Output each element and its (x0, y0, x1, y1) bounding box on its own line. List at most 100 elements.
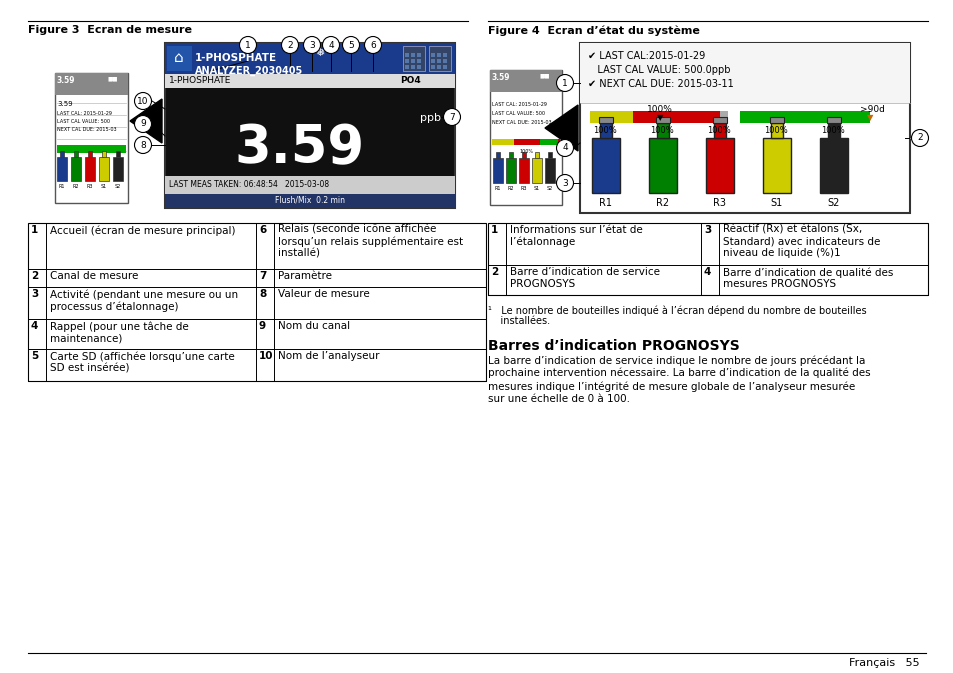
Text: NEXT CAL DUE: 2015-03: NEXT CAL DUE: 2015-03 (492, 120, 551, 125)
Text: 100%: 100% (821, 126, 844, 135)
Text: 1-PHOSPHATE: 1-PHOSPHATE (169, 76, 232, 85)
Text: Canal de mesure: Canal de mesure (50, 271, 138, 281)
Text: LAST CAL: 2015-01-29: LAST CAL: 2015-01-29 (57, 111, 112, 116)
Text: prochaine intervention nécessaire. La barre d’indication de la qualité des: prochaine intervention nécessaire. La ba… (488, 368, 870, 378)
Text: R1: R1 (495, 186, 500, 191)
Bar (416, 65, 420, 69)
Text: R1: R1 (59, 184, 65, 189)
Text: S1: S1 (534, 186, 539, 191)
Text: S1: S1 (770, 198, 782, 208)
Bar (167, 46, 192, 71)
Text: 6: 6 (258, 225, 266, 235)
Bar (490, 70, 561, 205)
Text: NEXT CAL DUE: 2015-03: NEXT CAL DUE: 2015-03 (57, 127, 116, 132)
Text: 2: 2 (916, 133, 922, 143)
Bar (656, 117, 669, 123)
Text: Valeur de mesure: Valeur de mesure (277, 289, 370, 299)
Bar (431, 53, 435, 57)
Text: 3.59: 3.59 (57, 101, 72, 107)
Text: ppb: ppb (419, 113, 440, 123)
Bar (99, 157, 109, 181)
Bar (116, 151, 120, 157)
Bar (436, 59, 440, 63)
Text: ¹   Le nombre de bouteilles indiqué à l’écran dépend du nombre de bouteilles: ¹ Le nombre de bouteilles indiqué à l’éc… (488, 305, 865, 316)
Text: 3.59: 3.59 (234, 122, 365, 174)
Text: R2: R2 (72, 184, 79, 189)
Text: 8: 8 (140, 141, 146, 149)
Bar (165, 43, 455, 208)
Bar (88, 151, 91, 157)
Bar (492, 139, 559, 145)
Bar (442, 59, 447, 63)
Text: Activité (pendant une mesure ou un
processus d’étalonnage): Activité (pendant une mesure ou un proce… (50, 289, 238, 312)
Text: 3.59: 3.59 (57, 76, 75, 85)
Text: Paramètre: Paramètre (277, 271, 332, 281)
Bar (442, 65, 447, 69)
Text: S1: S1 (101, 184, 107, 189)
Text: R3: R3 (520, 186, 527, 191)
Bar (509, 152, 513, 158)
Bar (402, 46, 424, 71)
Bar (165, 43, 455, 75)
Text: Barre d’indication de qualité des
mesures PROGNOSYS: Barre d’indication de qualité des mesure… (722, 267, 892, 289)
Bar (535, 152, 538, 158)
Circle shape (134, 116, 152, 133)
Text: 10: 10 (258, 351, 274, 361)
Bar (405, 59, 409, 63)
Text: Nom de l’analyseur: Nom de l’analyseur (277, 351, 379, 361)
Bar (165, 74, 455, 88)
Text: 3.59: 3.59 (492, 73, 510, 82)
Bar (532, 158, 541, 183)
Text: 9: 9 (140, 120, 146, 129)
Text: 4: 4 (328, 40, 334, 50)
Text: 3: 3 (703, 225, 711, 235)
Bar (599, 123, 612, 138)
Text: Français   55: Français 55 (848, 658, 919, 668)
Text: ⌂: ⌂ (174, 50, 184, 65)
Text: 3: 3 (561, 178, 567, 188)
Text: 100%: 100% (518, 149, 533, 154)
Bar (827, 123, 840, 138)
Text: R2: R2 (507, 186, 514, 191)
Text: ✔ NEXT CAL DUE: 2015-03-11: ✔ NEXT CAL DUE: 2015-03-11 (587, 79, 733, 89)
Text: 4: 4 (703, 267, 711, 277)
Text: 6: 6 (370, 40, 375, 50)
Bar (85, 157, 95, 181)
Text: 1: 1 (30, 225, 38, 235)
Circle shape (239, 36, 256, 53)
Bar (592, 138, 619, 193)
Text: 100%: 100% (646, 105, 672, 114)
Text: 2: 2 (287, 40, 293, 50)
Text: Flush/Mix  0.2 min: Flush/Mix 0.2 min (274, 195, 345, 205)
Circle shape (556, 75, 573, 92)
Bar (442, 53, 447, 57)
Text: ■■: ■■ (539, 73, 550, 78)
Bar (579, 43, 909, 103)
Bar (740, 111, 869, 123)
Bar (405, 53, 409, 57)
Bar (165, 194, 455, 208)
Text: Rappel (pour une tâche de
maintenance): Rappel (pour une tâche de maintenance) (50, 321, 189, 343)
Text: 3: 3 (30, 289, 38, 299)
Text: 1-PHOSPHATE: 1-PHOSPHATE (194, 53, 276, 63)
Text: 7: 7 (258, 271, 266, 281)
Text: 7: 7 (449, 112, 455, 122)
Polygon shape (130, 99, 162, 143)
Bar (713, 123, 725, 138)
Bar (411, 53, 415, 57)
Bar (74, 151, 78, 157)
Text: 2: 2 (491, 267, 497, 277)
Text: installées.: installées. (488, 316, 550, 326)
Bar (28, 223, 485, 381)
Bar (521, 152, 525, 158)
Bar (55, 73, 128, 203)
Text: 10: 10 (137, 96, 149, 106)
Bar (589, 111, 633, 123)
Text: 3: 3 (309, 40, 314, 50)
Circle shape (910, 129, 927, 147)
Bar (55, 73, 128, 95)
Bar (762, 138, 790, 193)
Bar (411, 59, 415, 63)
Bar (720, 111, 727, 123)
Text: PO4: PO4 (399, 76, 420, 85)
